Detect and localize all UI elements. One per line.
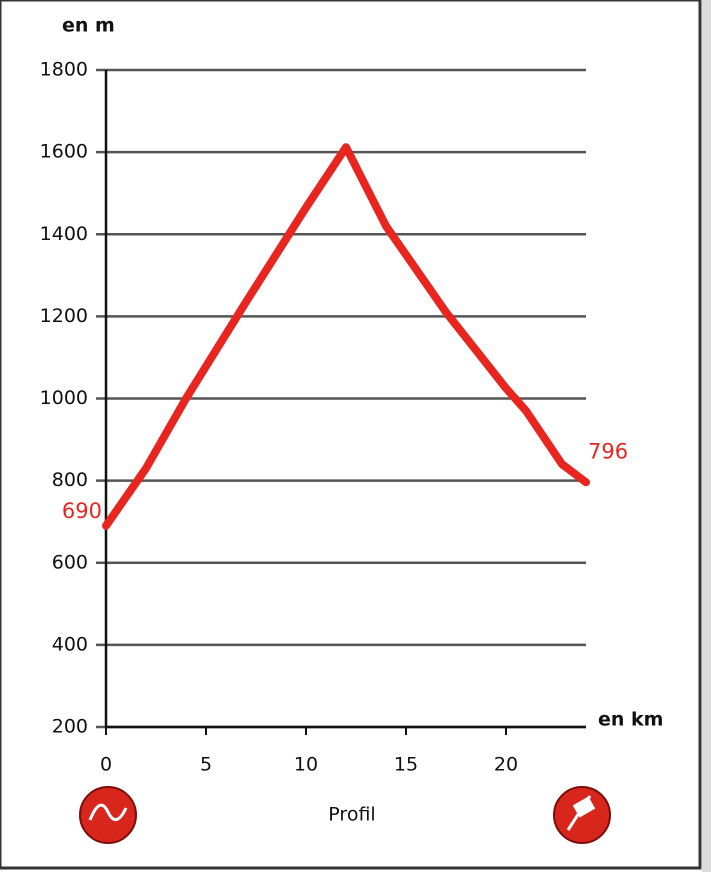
x-tick-label: 10 (294, 754, 318, 776)
y-tick-label: 1600 (40, 141, 88, 163)
x-tick-label: 15 (394, 754, 418, 776)
x-tick-label: 20 (494, 754, 518, 776)
y-tick-label: 1200 (40, 305, 88, 327)
y-tick-label: 800 (52, 469, 88, 491)
map-edge (702, 0, 711, 872)
caption: Profil (328, 804, 375, 826)
finish-icon (553, 786, 611, 844)
y-tick-label: 200 (52, 716, 88, 738)
y-tick-label: 400 (52, 633, 88, 655)
value-label: 796 (588, 439, 628, 463)
y-tick-label: 1800 (40, 59, 88, 81)
y-tick-label: 600 (52, 551, 88, 573)
y-axis-label: en m (62, 15, 115, 37)
y-tick-label: 1400 (40, 223, 88, 245)
elevation-line (102, 143, 590, 530)
value-label: 690 (62, 499, 102, 523)
y-tick-label: 1000 (40, 387, 88, 409)
x-tick-label: 0 (100, 754, 112, 776)
x-axis-label: en km (598, 709, 663, 731)
start-icon (79, 786, 137, 844)
x-tick-label: 5 (200, 754, 212, 776)
